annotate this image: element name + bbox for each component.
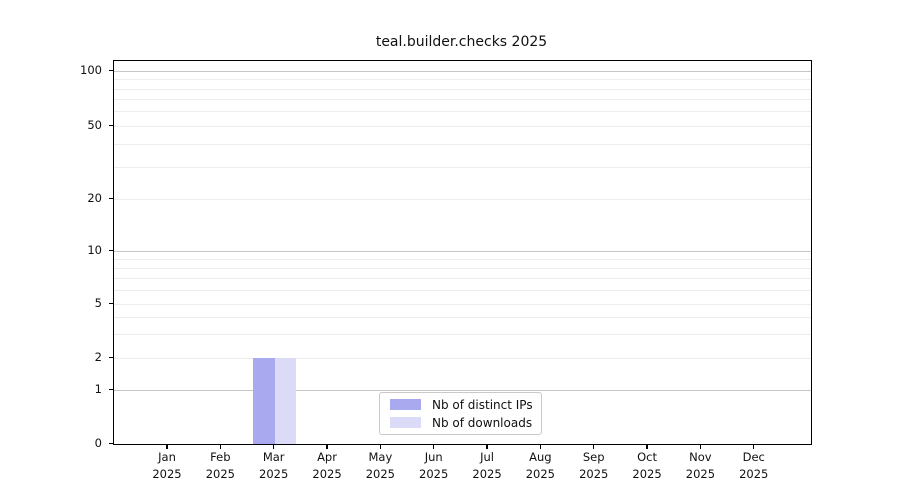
x-tick-mark (433, 444, 435, 449)
x-tick-label: Feb 2025 (188, 449, 252, 483)
x-tick-label: Dec 2025 (722, 449, 786, 483)
month-label: Mar (262, 450, 285, 464)
month-label: Jul (480, 450, 494, 464)
y-tick-mark (108, 124, 113, 126)
legend-item-label: Nb of downloads (432, 415, 533, 430)
minor-gridline (114, 334, 811, 335)
minor-gridline (114, 259, 811, 260)
x-tick-label: Apr 2025 (295, 449, 359, 483)
x-tick-mark (753, 444, 755, 449)
y-tick-mark (108, 249, 113, 251)
x-tick-mark (273, 444, 275, 449)
x-tick-mark (486, 444, 488, 449)
x-tick-label: Jun 2025 (402, 449, 466, 483)
year-label: 2025 (259, 467, 289, 481)
year-label: 2025 (365, 467, 395, 481)
legend-item-label: Nb of distinct IPs (432, 397, 533, 412)
y-gridline (114, 126, 811, 127)
y-gridline (114, 199, 811, 200)
minor-gridline (114, 290, 811, 291)
plot-area (113, 60, 812, 445)
year-label: 2025 (632, 467, 662, 481)
x-tick-label: Aug 2025 (508, 449, 572, 483)
year-label: 2025 (472, 467, 502, 481)
month-label: Sep (582, 450, 605, 464)
minor-gridline (114, 79, 811, 80)
y-gridline (114, 390, 811, 391)
y-tick-mark (108, 302, 113, 304)
month-label: Apr (317, 450, 337, 464)
year-label: 2025 (152, 467, 182, 481)
minor-gridline (114, 111, 811, 112)
year-label: 2025 (312, 467, 342, 481)
y-tick-label: 2 (94, 349, 102, 364)
legend-row: Nb of distinct IPs (388, 398, 533, 412)
y-tick-label: 0 (94, 435, 102, 450)
year-label: 2025 (205, 467, 235, 481)
year-label: 2025 (419, 467, 449, 481)
x-tick-mark (593, 444, 595, 449)
y-tick-label: 100 (80, 62, 102, 77)
y-gridline (114, 251, 811, 252)
y-tick-label: 50 (87, 117, 102, 132)
legend-row: Nb of downloads (388, 416, 533, 430)
x-tick-label: Sep 2025 (562, 449, 626, 483)
x-tick-mark (646, 444, 648, 449)
year-label: 2025 (525, 467, 556, 481)
y-tick-label: 1 (94, 381, 102, 396)
y-tick-mark (108, 356, 113, 358)
y-tick-label: 20 (87, 190, 102, 205)
x-tick-label: Jul 2025 (455, 449, 519, 483)
bar-distinct-ips (253, 358, 275, 444)
chart-title: teal.builder.checks 2025 (375, 34, 548, 50)
month-label: Dec (742, 450, 765, 464)
minor-gridline (114, 144, 811, 145)
y-tick-label: 5 (94, 295, 102, 310)
y-tick-mark (108, 442, 113, 444)
minor-gridline (114, 89, 811, 90)
year-label: 2025 (685, 467, 716, 481)
x-tick-mark (166, 444, 168, 449)
x-tick-mark (326, 444, 328, 449)
year-label: 2025 (579, 467, 609, 481)
x-tick-mark (219, 444, 221, 449)
y-gridline (114, 304, 811, 305)
minor-gridline (114, 167, 811, 168)
x-tick-label: Mar 2025 (242, 449, 306, 483)
month-label: Oct (637, 450, 657, 464)
y-tick-mark (108, 388, 113, 390)
x-tick-label: Jan 2025 (135, 449, 199, 483)
y-tick-mark (108, 197, 113, 199)
minor-gridline (114, 317, 811, 318)
y-gridline (114, 358, 811, 359)
x-tick-mark (699, 444, 701, 449)
x-tick-mark (539, 444, 541, 449)
month-label: Jan (158, 450, 176, 464)
y-tick-label: 10 (87, 242, 102, 257)
x-tick-label: May 2025 (348, 449, 412, 483)
legend-swatch-distinct-ips (390, 399, 421, 410)
minor-gridline (114, 278, 811, 279)
legend: Nb of distinct IPs Nb of downloads (379, 392, 542, 435)
y-tick-mark (108, 69, 113, 71)
month-label: Nov (689, 450, 712, 464)
bar-downloads (274, 358, 297, 444)
month-label: May (368, 450, 393, 464)
month-label: Feb (210, 450, 231, 464)
year-label: 2025 (739, 467, 769, 481)
x-tick-label: Oct 2025 (615, 449, 679, 483)
month-label: Jun (424, 450, 443, 464)
x-tick-label: Nov 2025 (668, 449, 732, 483)
minor-gridline (114, 268, 811, 269)
y-gridline (114, 71, 811, 72)
month-label: Aug (529, 450, 552, 464)
legend-swatch-downloads (390, 417, 421, 428)
minor-gridline (114, 99, 811, 100)
x-tick-mark (379, 444, 381, 449)
